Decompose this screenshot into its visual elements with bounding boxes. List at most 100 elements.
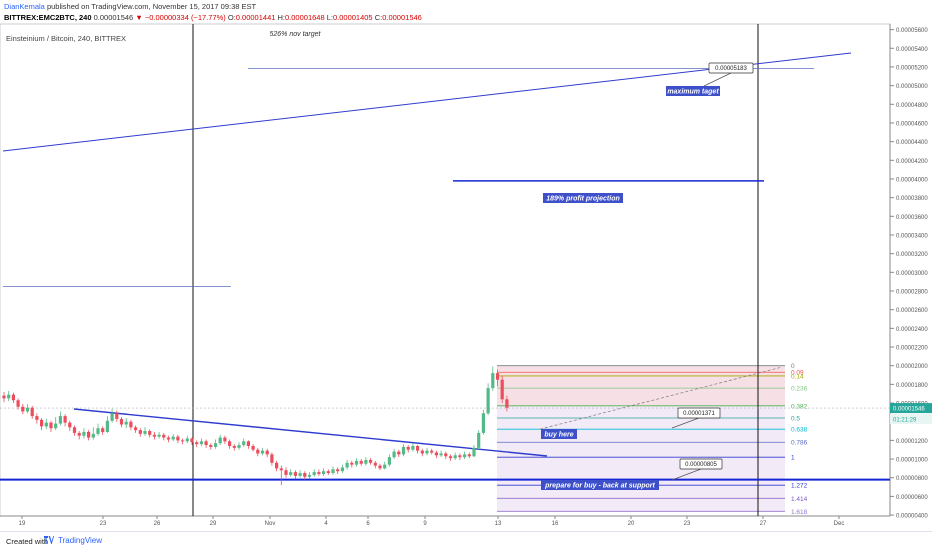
fib-level-label: 0.236 [791, 386, 808, 393]
symbol-info: BITTREX:EMC2BTC, 240 0.00001546 ▼ −0.000… [4, 13, 422, 22]
created-with-text: Created with [6, 537, 49, 546]
y-tick-label: 0.00004400 [896, 140, 928, 146]
candle-body [101, 428, 105, 432]
candle-body [275, 462, 279, 469]
countdown-value: 01:21:29 [893, 418, 917, 424]
profit-projection-label-box [543, 193, 623, 203]
candle-body [495, 373, 500, 380]
candle-body [91, 433, 95, 438]
close-value: 0.00001546 [382, 13, 422, 22]
candle-body [58, 416, 62, 424]
candle-body [119, 418, 124, 425]
candle-body [7, 394, 11, 399]
y-tick-label: 0.00001200 [896, 439, 928, 445]
candle-body [378, 465, 382, 469]
candle-body [157, 434, 161, 437]
tradingview-link[interactable]: TradingView [58, 536, 103, 545]
y-tick-label: 0.00002000 [896, 364, 928, 370]
candle-body [166, 437, 171, 440]
candle-body [453, 455, 457, 459]
candle-body [477, 432, 481, 448]
candle-body [312, 472, 316, 475]
candle-body [359, 460, 363, 464]
projection-path [539, 367, 781, 430]
x-tick-label: 23 [684, 521, 691, 527]
x-tick-label: Dec [834, 521, 845, 527]
nov-target-note: 526% nov target [270, 31, 322, 38]
candle-body [242, 441, 246, 446]
candle-body [354, 460, 359, 465]
candle-body [416, 445, 420, 451]
y-tick-label: 0.00005400 [896, 47, 928, 53]
candle-body [467, 454, 471, 457]
candle-body [143, 431, 147, 434]
candle-body [340, 467, 344, 472]
candle-body [124, 421, 128, 425]
max-target-value-pointer [703, 72, 732, 87]
candle-body [411, 445, 415, 450]
support-label: prepare for buy - back at support [544, 482, 655, 489]
support-label-box [541, 480, 659, 490]
x-tick-label: 13 [495, 521, 502, 527]
candle-body [87, 431, 91, 438]
candle-body [110, 413, 114, 421]
candle-body [77, 432, 81, 436]
publish-text: published on TradingView.com, November 1… [46, 2, 257, 11]
candle-body [307, 474, 312, 477]
author-link[interactable]: DianKemala [4, 2, 45, 11]
candle-body [486, 388, 490, 414]
publish-info: DianKemala published on TradingView.com,… [4, 2, 256, 11]
candle-body [237, 445, 241, 448]
x-tick-label: 16 [552, 521, 559, 527]
y-tick-label: 0.00004200 [896, 159, 928, 165]
open-label: O: [227, 13, 236, 22]
y-tick-label: 0.00002400 [896, 327, 928, 333]
x-tick-label: 27 [760, 521, 767, 527]
footer: Created with TradingView [0, 531, 932, 551]
candle-body [326, 471, 330, 474]
y-tick-label: 0.00004800 [896, 103, 928, 109]
fib-zone-upper [497, 365, 785, 406]
candle-body [63, 416, 67, 423]
y-tick-label: 0.00002200 [896, 346, 928, 352]
change-arrow-icon: ▼ [135, 13, 143, 22]
candle-body [293, 472, 297, 476]
fib-level-label: 0 [791, 363, 795, 370]
max-target-label-box [666, 86, 720, 96]
candle-body [54, 423, 58, 429]
candle-body [472, 447, 476, 457]
candle-body [383, 464, 387, 469]
candle-body [500, 379, 504, 400]
candle-body [448, 456, 453, 459]
y-tick-label: 0.00002600 [896, 308, 928, 314]
x-tick-label: 4 [324, 521, 328, 527]
x-tick-label: 6 [366, 521, 370, 527]
x-tick-label: Nov [265, 521, 276, 527]
y-tick-label: 0.00003400 [896, 233, 928, 239]
candle-body [458, 455, 462, 458]
buy-value-pointer [671, 417, 700, 429]
candle-body [336, 469, 340, 472]
candle-body [213, 443, 218, 447]
candle-body [181, 440, 185, 442]
candle-body [491, 373, 495, 389]
candle-body [373, 462, 377, 466]
candle-body [199, 441, 203, 445]
candle-body [420, 450, 424, 454]
tradingview-logo-icon [44, 536, 54, 544]
candle-body [105, 420, 109, 432]
buy-value: 0.00001371 [683, 411, 715, 417]
price-chart[interactable]: 0.00005600 0.00005400 0.00005200 0.00005000… [0, 0, 932, 531]
y-tick-label: 0.00003000 [896, 271, 928, 277]
candle-body [505, 399, 509, 408]
candle-body [397, 451, 401, 455]
candle-body [30, 407, 34, 417]
close-label: C: [374, 13, 383, 22]
candle-body [369, 459, 373, 463]
candle-body [195, 442, 199, 445]
candle-body [190, 438, 194, 443]
candle-body [68, 422, 72, 428]
y-tick-label: 0.00005000 [896, 84, 928, 90]
candle-body [331, 469, 335, 474]
buy-here-label: buy here [544, 431, 573, 438]
